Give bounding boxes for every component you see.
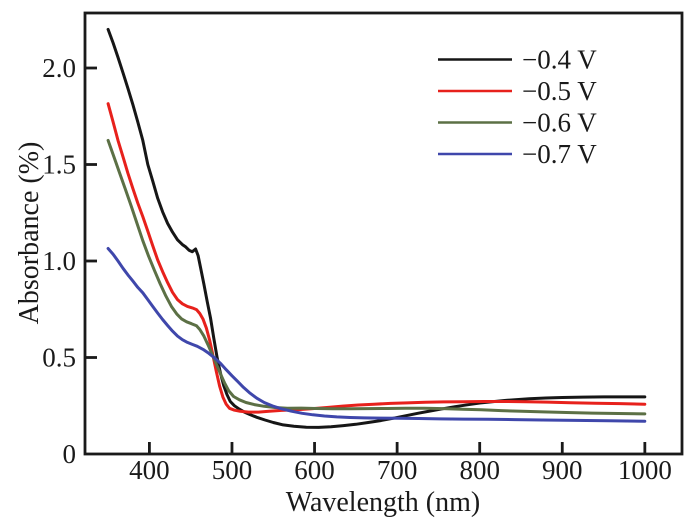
y-ticks [85,66,97,359]
y-tick-label: 0.5 [42,343,76,373]
legend-label-0.5: −0.5 V [522,76,597,106]
x-tick-label: 1000 [618,455,672,485]
y-tick-label: 2.0 [42,53,76,83]
y-axis-label: Absorbance (%) [14,142,45,325]
series-line-0.4 [106,27,647,429]
legend-label-0.4: −0.4 V [522,45,597,75]
x-axis-label: Wavelength (nm) [286,487,480,518]
y-tick-labels: 0 0.5 1.0 1.5 2.0 [42,53,76,469]
y-tick-label: 1.5 [42,150,76,180]
series-line-0.6 [106,138,647,416]
x-tick-label: 400 [129,455,170,485]
plot-frame [83,11,684,456]
series-line-0.7 [106,247,647,423]
y-tick-label: 0 [63,439,77,469]
legend-label-0.6: −0.6 V [522,108,597,138]
x-tick-labels: 400 500 600 700 800 900 1000 [129,455,672,485]
series-lines [106,27,647,429]
series-line-0.5 [106,102,647,414]
x-tick-label: 600 [294,455,335,485]
x-tick-label: 500 [212,455,253,485]
legend-label-0.7: −0.7 V [522,139,597,169]
x-tick-label: 700 [377,455,418,485]
x-tick-label: 800 [459,455,500,485]
legend: −0.4 V−0.5 V−0.6 V−0.7 V [438,45,597,169]
x-ticks [148,442,647,454]
x-tick-label: 900 [542,455,583,485]
y-tick-label: 1.0 [42,246,76,276]
